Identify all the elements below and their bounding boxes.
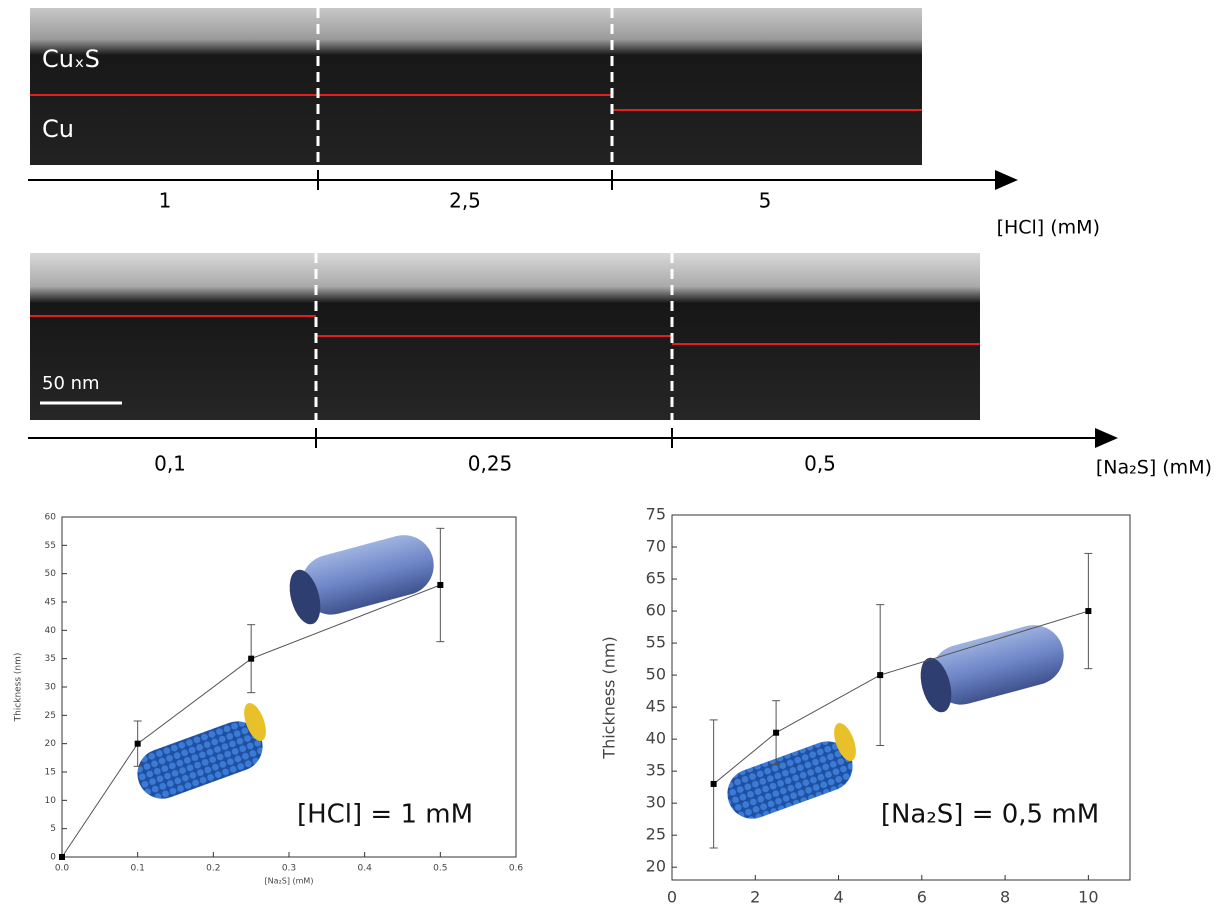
y-tick-label: 40 bbox=[45, 626, 57, 636]
segment-label: 2,5 bbox=[449, 189, 481, 213]
y-tick-label: 45 bbox=[646, 697, 666, 716]
nanowire-illustration bbox=[727, 722, 856, 819]
tem-image bbox=[30, 8, 922, 165]
data-point bbox=[710, 780, 717, 787]
layer-label: CuₓS bbox=[42, 45, 100, 73]
x-tick-label: 6 bbox=[917, 888, 927, 907]
plot-frame bbox=[671, 514, 1131, 881]
cylinder-illustration bbox=[289, 535, 434, 625]
data-line bbox=[713, 610, 1089, 785]
y-tick-label: 35 bbox=[646, 761, 666, 780]
x-tick-label: 0.6 bbox=[509, 864, 524, 874]
x-tick-label: 4 bbox=[833, 888, 843, 907]
data-point bbox=[134, 740, 141, 747]
y-tick-label: 45 bbox=[45, 598, 56, 608]
y-tick-label: 70 bbox=[646, 537, 666, 556]
segment-label: 0,5 bbox=[804, 452, 836, 476]
y-tick-label: 50 bbox=[646, 665, 666, 684]
segment-label: 0,1 bbox=[154, 452, 186, 476]
y-axis-label: Thickness (nm) bbox=[600, 636, 619, 759]
x-tick-label: 0.1 bbox=[131, 864, 145, 874]
scale-bar-label: 50 nm bbox=[42, 373, 100, 394]
y-tick-label: 10 bbox=[45, 796, 57, 806]
y-tick-label: 40 bbox=[646, 729, 666, 748]
y-tick-label: 65 bbox=[646, 569, 666, 588]
arrow-head bbox=[1095, 428, 1118, 448]
x-tick-label: 2 bbox=[750, 888, 760, 907]
y-tick-label: 20 bbox=[45, 739, 57, 749]
y-tick-label: 55 bbox=[45, 541, 56, 551]
cylinder-illustration bbox=[920, 625, 1064, 713]
y-tick-label: 15 bbox=[45, 768, 56, 778]
nanowire-illustration bbox=[137, 702, 266, 799]
data-line bbox=[61, 584, 441, 858]
x-tick-label: 8 bbox=[1000, 888, 1010, 907]
y-tick-label: 25 bbox=[45, 711, 56, 721]
segment-label: 0,25 bbox=[468, 452, 513, 476]
data-point bbox=[248, 655, 255, 662]
x-tick-label: 0.3 bbox=[282, 864, 296, 874]
annotation: [HCl] = 1 mM bbox=[297, 800, 473, 830]
data-point bbox=[59, 854, 65, 860]
x-tick-label: 10 bbox=[1078, 888, 1098, 907]
y-tick-label: 0 bbox=[50, 853, 56, 863]
data-point bbox=[437, 582, 444, 588]
y-tick-label: 75 bbox=[646, 505, 666, 524]
y-tick-label: 60 bbox=[45, 513, 57, 523]
x-tick-label: 0.5 bbox=[433, 864, 447, 874]
y-tick-label: 25 bbox=[646, 825, 666, 844]
arrow-head bbox=[995, 170, 1018, 190]
y-axis-label: Thickness (nm) bbox=[14, 653, 24, 723]
x-tick-label: 0 bbox=[667, 888, 677, 907]
segment-label: 5 bbox=[759, 189, 772, 213]
y-tick-label: 30 bbox=[45, 683, 57, 693]
y-tick-label: 35 bbox=[45, 654, 56, 664]
axis-label: [HCl] (mM) bbox=[997, 217, 1100, 239]
x-tick-label: 0.0 bbox=[55, 864, 70, 874]
data-point bbox=[1085, 608, 1092, 615]
layer-label: Cu bbox=[42, 115, 74, 143]
y-tick-label: 60 bbox=[646, 601, 666, 620]
x-tick-label: 0.2 bbox=[206, 864, 220, 874]
data-point bbox=[877, 672, 884, 679]
segment-label: 1 bbox=[159, 189, 172, 213]
y-tick-label: 30 bbox=[646, 793, 666, 812]
data-point bbox=[773, 729, 780, 736]
x-tick-label: 0.4 bbox=[358, 864, 373, 874]
y-tick-label: 20 bbox=[646, 857, 666, 876]
y-tick-label: 55 bbox=[646, 633, 666, 652]
y-tick-label: 50 bbox=[45, 569, 57, 579]
annotation: [Na₂S] = 0,5 mM bbox=[881, 800, 1099, 830]
y-tick-label: 5 bbox=[50, 824, 56, 834]
axis-label: [Na₂S] (mM) bbox=[1096, 457, 1212, 479]
x-axis-label: [Na₂S] (mM) bbox=[265, 877, 314, 886]
